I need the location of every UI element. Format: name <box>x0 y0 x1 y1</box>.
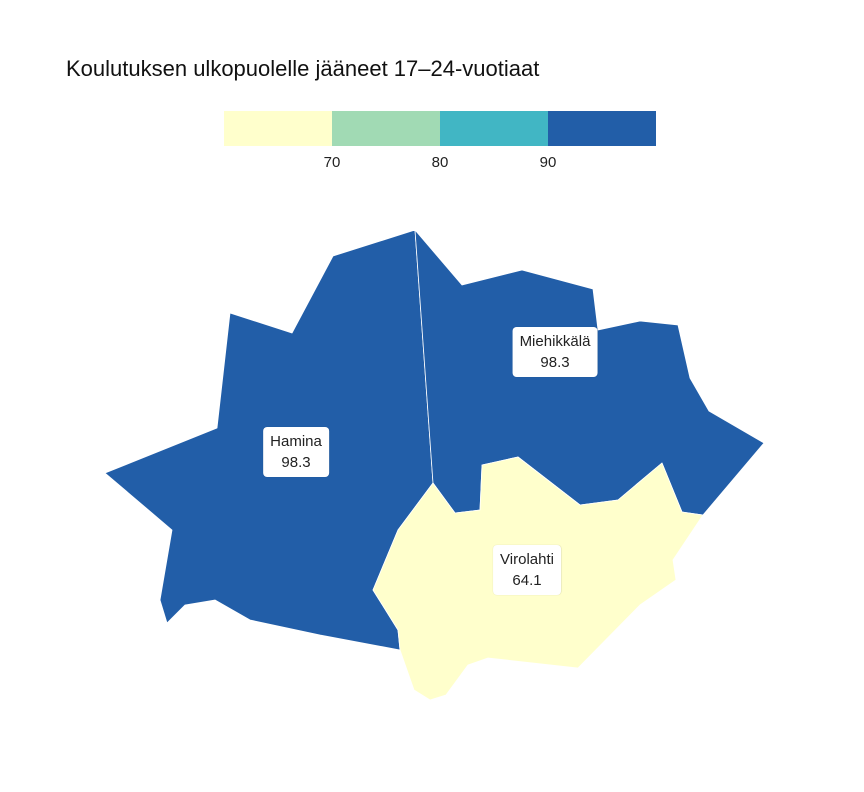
legend: 70 80 90 <box>224 111 656 181</box>
legend-swatch-above-90 <box>548 111 656 146</box>
region-value-miehikkala: 98.3 <box>540 354 570 371</box>
region-label-hamina: Hamina 98.3 <box>263 427 329 477</box>
legend-tick-80: 80 <box>431 154 449 171</box>
region-name-miehikkala: Miehikkälä <box>519 333 591 350</box>
region-value-hamina: 98.3 <box>281 454 311 471</box>
region-label-miehikkala: Miehikkälä 98.3 <box>512 327 598 377</box>
region-name-hamina: Hamina <box>270 433 322 450</box>
legend-tick-70: 70 <box>323 154 341 171</box>
region-name-virolahti: Virolahti <box>500 551 554 568</box>
legend-swatch-70-80 <box>332 111 440 146</box>
legend-tick-90: 90 <box>539 154 557 171</box>
legend-swatch-below-70 <box>224 111 332 146</box>
map-title: Koulutuksen ulkopuolelle jääneet 17–24-v… <box>66 56 540 81</box>
region-value-virolahti: 64.1 <box>512 572 542 589</box>
region-label-virolahti: Virolahti 64.1 <box>493 545 561 595</box>
legend-swatch-80-90 <box>440 111 548 146</box>
